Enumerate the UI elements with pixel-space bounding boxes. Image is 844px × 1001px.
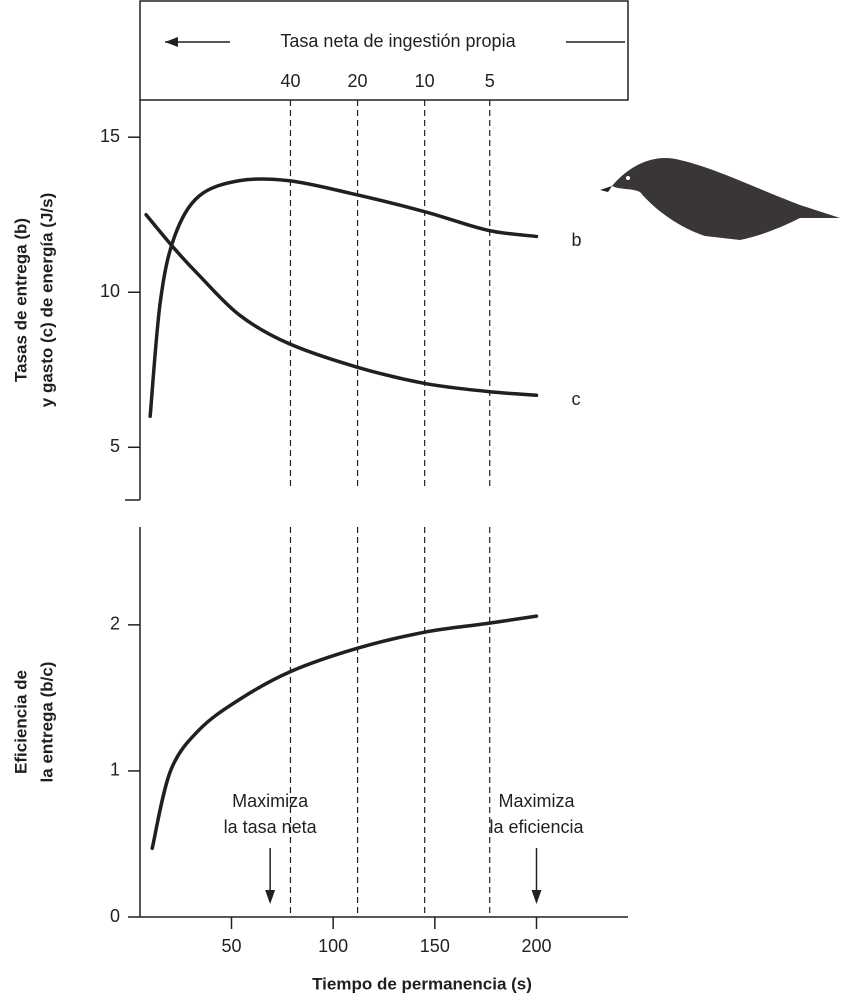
x-tick-label: 50 <box>221 936 241 956</box>
x2-tick-label: 5 <box>485 71 495 91</box>
bird-body <box>612 158 840 240</box>
header-arrowhead <box>165 37 178 47</box>
annotation: Maximiza <box>232 791 309 811</box>
annotation: la eficiencia <box>489 817 584 837</box>
series-line <box>146 215 536 395</box>
x-tick-label: 150 <box>420 936 450 956</box>
y-axis-title: Tasas de entrega (b) <box>11 218 30 382</box>
annotation: la tasa neta <box>224 817 318 837</box>
x-tick-label: 100 <box>318 936 348 956</box>
annotation: Maximiza <box>498 791 575 811</box>
y-tick-label: 15 <box>100 126 120 146</box>
y-tick-label: 2 <box>110 614 120 634</box>
series-line <box>150 179 536 416</box>
y-axis-title: la entrega (b/c) <box>37 662 56 783</box>
x-axis-title: Tiempo de permanencia (s) <box>312 974 532 993</box>
x2-tick-label: 10 <box>415 71 435 91</box>
series-label: b <box>572 230 582 250</box>
y-axis-title: Eficiencia de <box>11 670 30 774</box>
bird-illustration <box>600 158 840 240</box>
bird-beak <box>600 186 612 192</box>
y-tick-label: 10 <box>100 281 120 301</box>
y-tick-label: 1 <box>110 760 120 780</box>
y-tick-label: 0 <box>110 906 120 926</box>
annotation-arrowhead <box>532 890 542 904</box>
y-tick-label: 5 <box>110 436 120 456</box>
x2-tick-label: 40 <box>280 71 300 91</box>
series-label: c <box>572 389 581 409</box>
bird-eye <box>626 176 630 180</box>
x2-tick-label: 20 <box>348 71 368 91</box>
chart: Tasa neta de ingestión propia 5101540201… <box>0 0 844 1001</box>
header-title: Tasa neta de ingestión propia <box>280 31 516 51</box>
annotation-arrowhead <box>265 890 275 904</box>
y-axis-title: y gasto (c) de energía (J/s) <box>37 193 56 407</box>
series-line <box>152 616 536 848</box>
x-tick-label: 200 <box>521 936 551 956</box>
